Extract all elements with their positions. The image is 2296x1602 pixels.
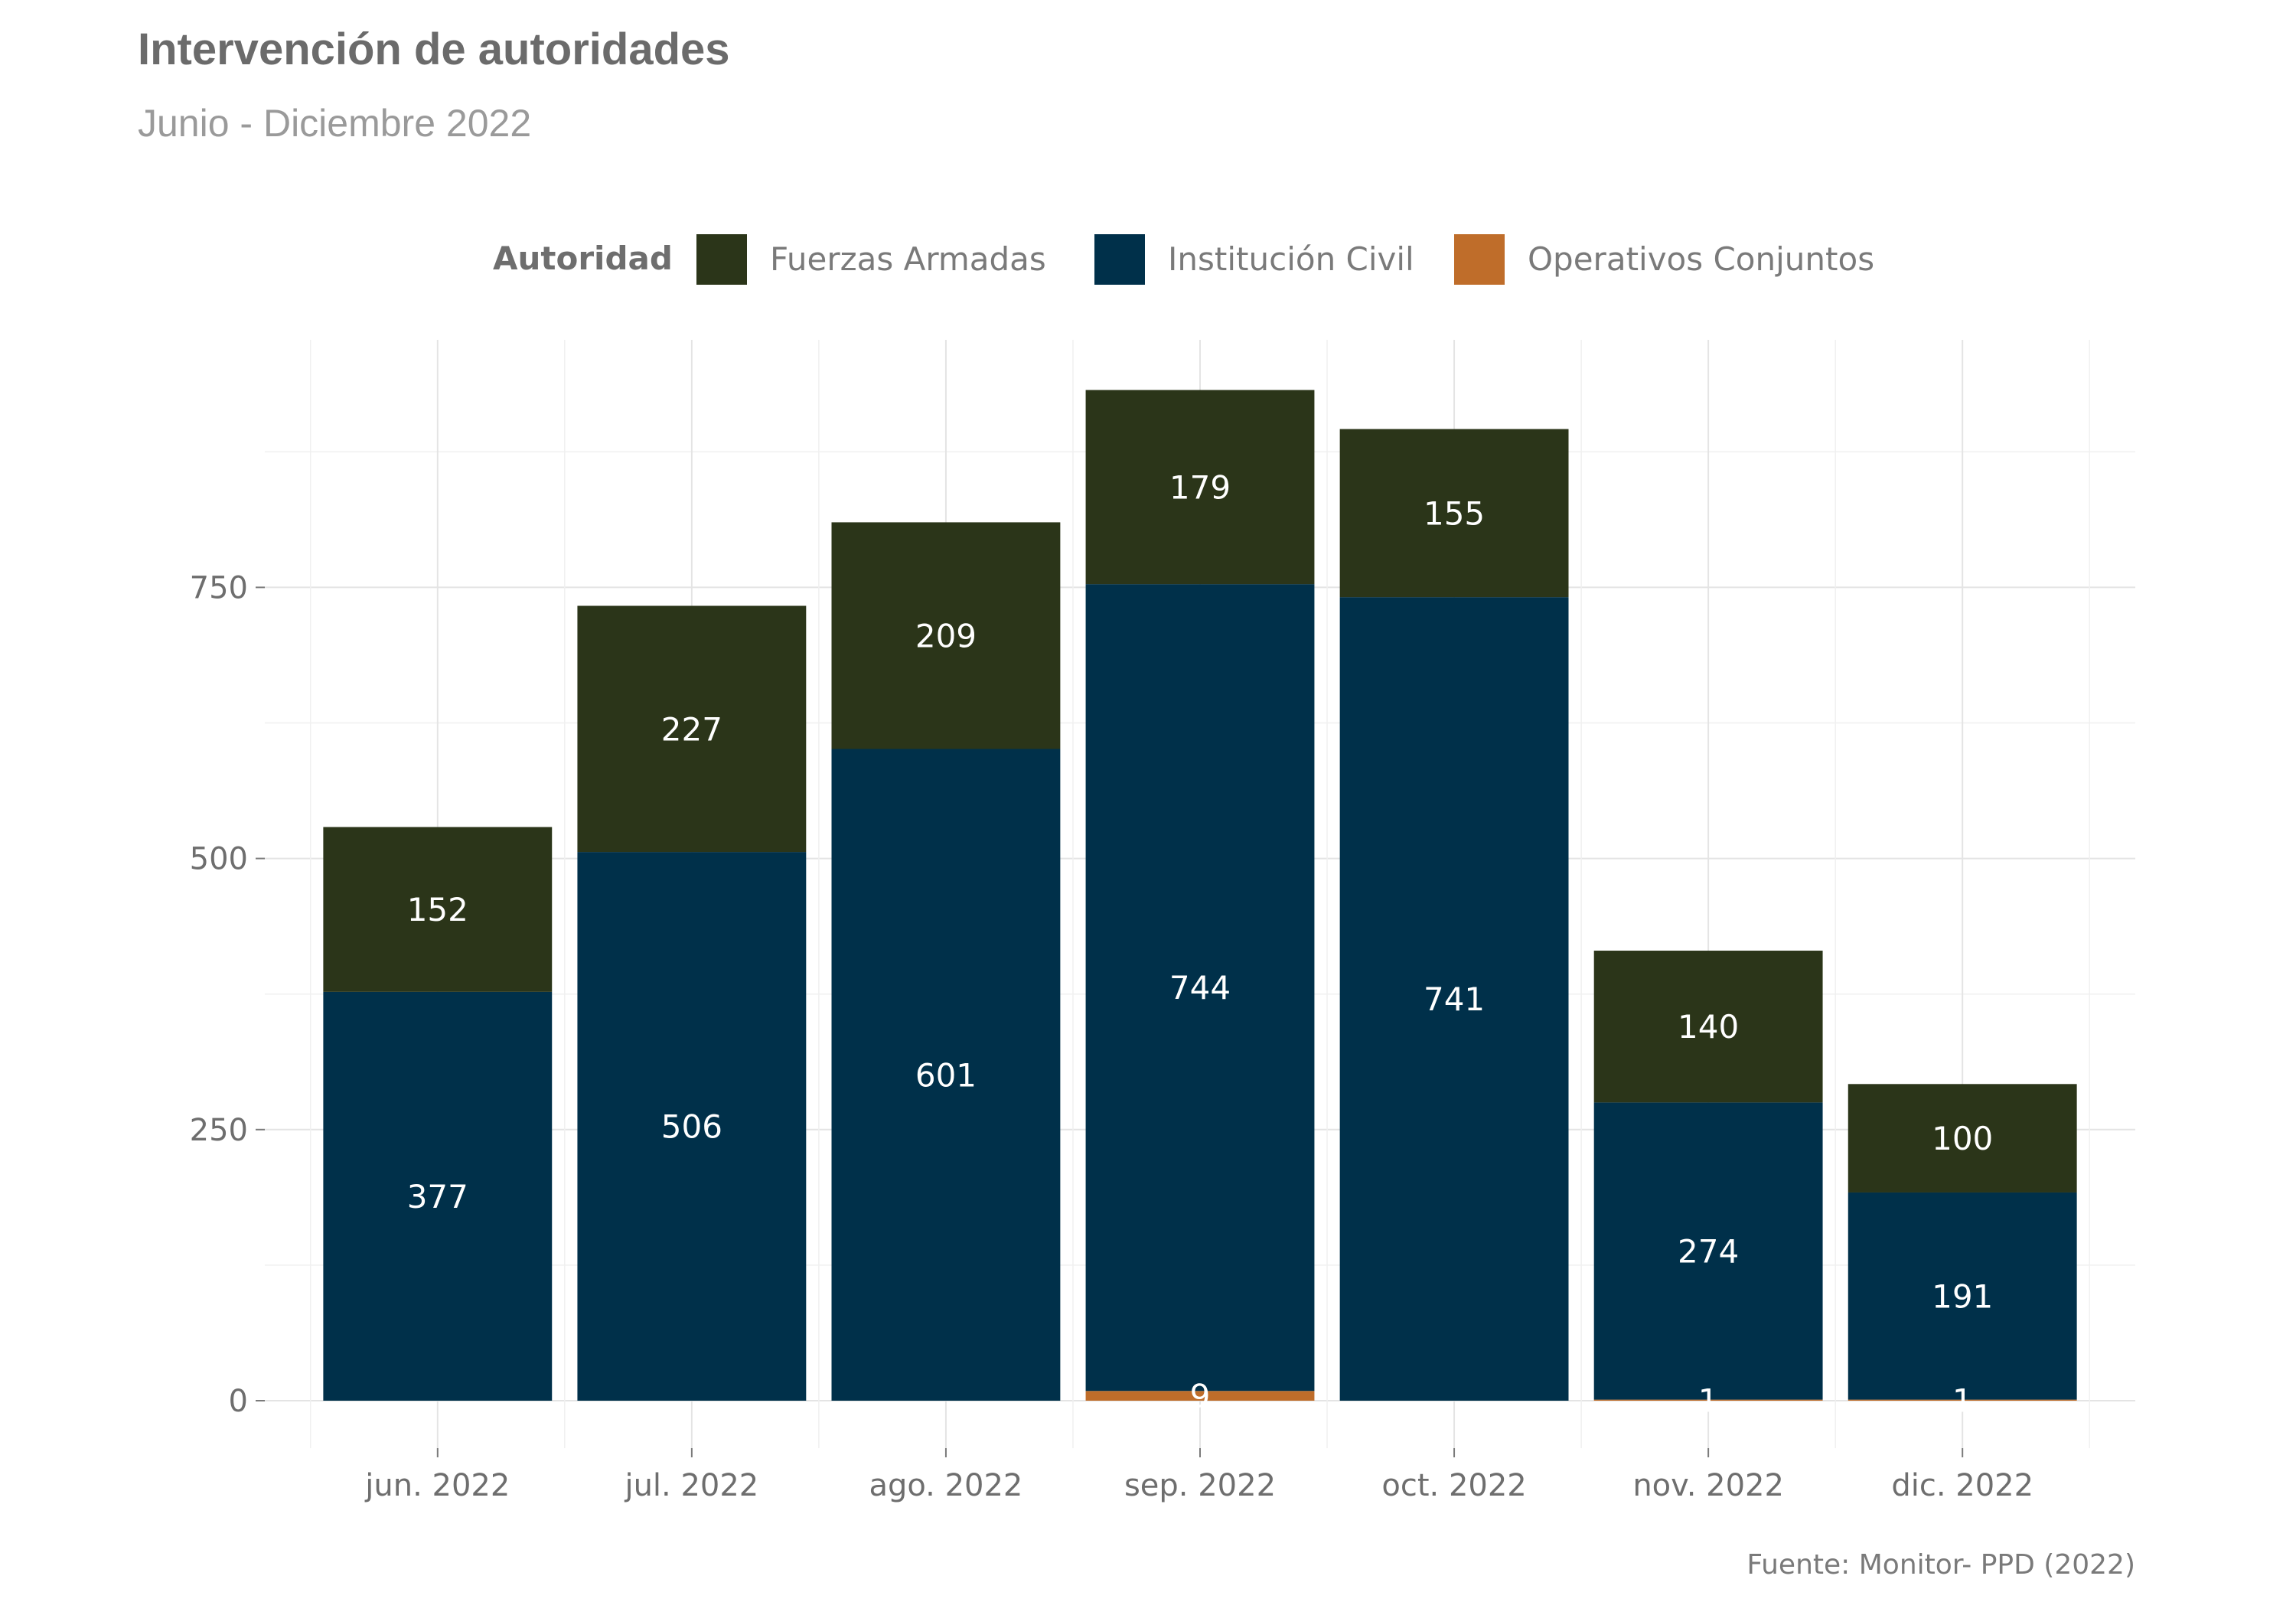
bar-operativos-conjuntos xyxy=(1848,1399,2077,1401)
chart-subtitle: Junio - Diciembre 2022 xyxy=(138,102,531,145)
bar-institucion-civil xyxy=(831,749,1061,1401)
bar-value-label: 100 xyxy=(1932,1120,1993,1157)
bar-fuerzas-armadas xyxy=(1848,1084,2077,1193)
legend-key-operativos-conjuntos xyxy=(1454,234,1505,285)
legend-label-fuerzas-armadas: Fuerzas Armadas xyxy=(770,240,1046,278)
bar-fuerzas-armadas xyxy=(831,522,1061,749)
x-tick-label: nov. 2022 xyxy=(1632,1468,1784,1503)
legend: Autoridad Fuerzas Armadas Institución Civ… xyxy=(493,234,1874,285)
bar-fuerzas-armadas xyxy=(577,605,807,853)
bar-fuerzas-armadas xyxy=(1593,951,1823,1103)
bar-value-label: 152 xyxy=(407,891,468,928)
bar-value-label: 155 xyxy=(1424,494,1485,532)
y-tick-label: 500 xyxy=(190,842,248,877)
x-axis: jun. 2022 jul. 2022 ago. 2022 sep. 2022 oct.… xyxy=(364,1448,2033,1503)
bar-institucion-civil xyxy=(323,991,553,1401)
y-tick-label: 0 xyxy=(229,1384,248,1419)
bar-fuerzas-armadas xyxy=(1339,429,1569,598)
bar-value-label: 601 xyxy=(915,1056,977,1094)
bar-value-label: 140 xyxy=(1678,1008,1739,1046)
bar-value-label: 1 xyxy=(1952,1382,1973,1419)
bars xyxy=(323,390,2077,1401)
bar-value-label: 1 xyxy=(1698,1382,1719,1419)
bar-institucion-civil xyxy=(1593,1102,1823,1400)
bar-value-label: 179 xyxy=(1169,468,1231,506)
bar-value-label: 506 xyxy=(661,1108,722,1146)
legend-title: Autoridad xyxy=(493,240,673,277)
legend-label-institucion-civil: Institución Civil xyxy=(1168,240,1414,278)
bar-value-label: 377 xyxy=(407,1178,468,1215)
bar-operativos-conjuntos xyxy=(1593,1399,1823,1401)
bar-institucion-civil xyxy=(1085,584,1315,1392)
bar-value-label: 227 xyxy=(661,710,722,748)
chart-title: Intervención de autoridades xyxy=(138,24,730,74)
legend-key-institucion-civil xyxy=(1094,234,1145,285)
bar-fuerzas-armadas xyxy=(323,827,553,992)
x-tick-label: jun. 2022 xyxy=(364,1468,510,1503)
chart-caption: Fuente: Monitor- PPD (2022) xyxy=(1746,1549,2135,1581)
y-tick-label: 750 xyxy=(190,570,248,605)
x-tick-label: jul. 2022 xyxy=(624,1468,758,1503)
bar-institucion-civil xyxy=(1848,1192,2077,1400)
bar-value-label: 274 xyxy=(1678,1232,1739,1270)
bar-value-label: 744 xyxy=(1169,969,1231,1007)
bar-institucion-civil xyxy=(1339,597,1569,1401)
x-tick-label: ago. 2022 xyxy=(869,1468,1022,1503)
x-tick-label: dic. 2022 xyxy=(1891,1468,2033,1503)
bar-operativos-conjuntos xyxy=(1085,1391,1315,1401)
bar-labels: 377 152 506 227 601 209 9 744 179 741 155 1 274 140 1 1… xyxy=(407,468,1994,1419)
bar-value-label: 741 xyxy=(1424,980,1485,1018)
bar-value-label: 191 xyxy=(1932,1277,1993,1315)
bar-value-label: 209 xyxy=(915,617,977,654)
legend-label-operativos-conjuntos: Operativos Conjuntos xyxy=(1528,240,1874,278)
legend-key-fuerzas-armadas xyxy=(696,234,747,285)
x-tick-label: sep. 2022 xyxy=(1124,1468,1276,1503)
y-tick-label: 250 xyxy=(190,1113,248,1148)
bar-fuerzas-armadas xyxy=(1085,390,1315,585)
bar-institucion-civil xyxy=(577,852,807,1401)
bar-value-label: 9 xyxy=(1190,1378,1211,1415)
x-tick-label: oct. 2022 xyxy=(1381,1468,1526,1503)
y-axis: 0 250 500 750 xyxy=(190,570,265,1419)
